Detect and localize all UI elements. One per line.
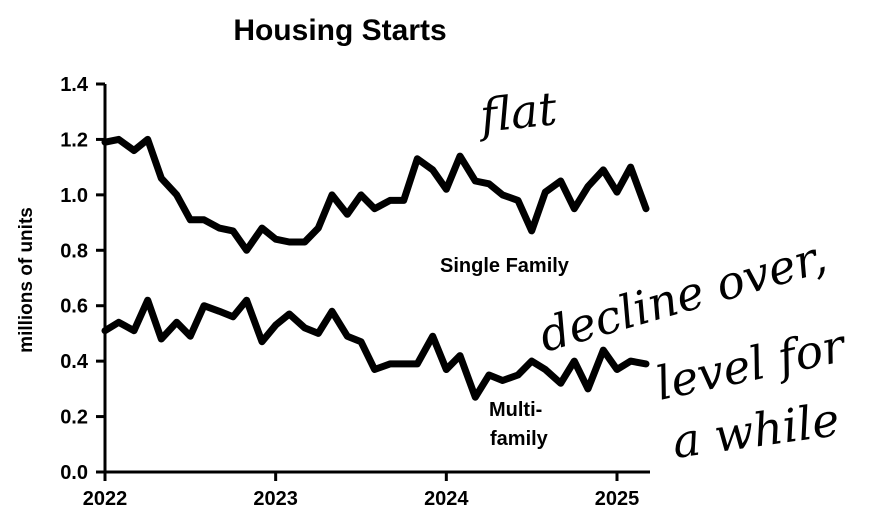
y-axis: 0.0 0.2 0.4 0.6 0.8 1.0 1.2 1.4: [60, 74, 105, 484]
series-label-single-family: Single Family: [440, 255, 570, 277]
y-axis-label: millions of units: [16, 207, 37, 353]
series-label-multi-family-line1: Multi-: [489, 399, 542, 421]
y-tick-label: 1.2: [60, 129, 88, 151]
y-ticks: 0.0 0.2 0.4 0.6 0.8 1.0 1.2 1.4: [60, 74, 105, 484]
x-tick-label: 2025: [595, 488, 640, 510]
x-axis: 2022 2023 2024 2025: [83, 472, 650, 510]
chart-title: Housing Starts: [233, 14, 446, 47]
annotation-flat: flat: [475, 81, 560, 143]
y-tick-label: 0.8: [60, 240, 88, 262]
x-tick-label: 2022: [83, 488, 128, 510]
y-tick-label: 1.4: [60, 74, 89, 96]
x-ticks: 2022 2023 2024 2025: [83, 472, 639, 510]
x-tick-label: 2024: [424, 488, 469, 510]
y-tick-label: 0.4: [60, 351, 89, 373]
x-tick-label: 2023: [253, 488, 298, 510]
y-tick-label: 0.0: [60, 462, 88, 484]
series-label-multi-family-line2: family: [490, 428, 549, 450]
y-tick-label: 0.2: [60, 407, 88, 429]
y-tick-label: 0.6: [60, 296, 88, 318]
series-line-single-family: [105, 139, 646, 250]
y-tick-label: 1.0: [60, 185, 88, 207]
